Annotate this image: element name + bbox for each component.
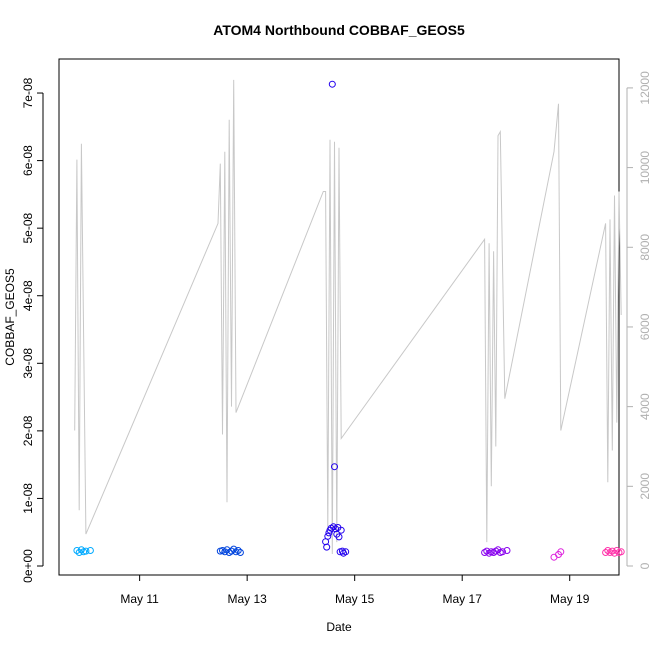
- right-tick-label: 0: [638, 562, 650, 569]
- scatter-point: [503, 547, 511, 554]
- scatter-point: [328, 80, 336, 88]
- scatter-point: [236, 549, 244, 556]
- x-tick-label: May 13: [227, 592, 267, 606]
- left-tick-label: 6e-08: [21, 145, 35, 176]
- right-tick-label: 2000: [638, 473, 650, 500]
- right-tick-label: 10000: [638, 151, 650, 185]
- chart-title: ATOM4 Northbound COBBAF_GEOS5: [213, 22, 465, 38]
- scatter-point: [331, 463, 338, 471]
- scatter-point: [337, 526, 345, 534]
- scatter-point: [234, 547, 242, 554]
- left-tick-label: 5e-08: [21, 212, 35, 243]
- x-axis-label: Date: [326, 620, 352, 634]
- scatter-point: [613, 547, 621, 554]
- scatter-point: [324, 532, 332, 540]
- right-tick-label: 6000: [638, 313, 650, 340]
- scatter-point: [77, 546, 85, 554]
- scatter-points-layer: [73, 80, 625, 561]
- scatter-point: [550, 553, 558, 561]
- scatter-point: [608, 547, 616, 555]
- scatter-point: [73, 547, 81, 554]
- left-tick-label: 4e-08: [21, 280, 35, 311]
- gray-line-series: [74, 79, 622, 555]
- right-y-axis: 0 2000 4000 6000 8000 10000 12000: [626, 71, 650, 569]
- right-tick-label: 12000: [638, 71, 650, 105]
- scatter-point: [499, 548, 506, 556]
- scatter-point: [557, 548, 565, 556]
- scatter-point: [617, 548, 625, 556]
- x-tick-label: May 15: [335, 592, 375, 606]
- left-tick-label: 2e-08: [21, 415, 35, 446]
- left-tick-label: 0e+00: [21, 549, 35, 583]
- scatter-point: [329, 523, 337, 531]
- scatter-point: [335, 533, 343, 541]
- y-axis-label: COBBAF_GEOS5: [3, 268, 17, 366]
- right-tick-label: 8000: [638, 234, 650, 261]
- scatter-point: [221, 548, 229, 556]
- x-tick-label: May 11: [120, 592, 159, 606]
- left-tick-label: 1e-08: [21, 483, 35, 514]
- scatter-point: [342, 548, 350, 556]
- scatter-point: [483, 547, 491, 555]
- right-tick-label: 4000: [638, 393, 650, 420]
- plot-frame: [58, 58, 620, 576]
- x-tick-label: May 19: [550, 592, 590, 606]
- scatter-point: [602, 549, 610, 556]
- left-tick-label: 3e-08: [21, 348, 35, 379]
- left-y-axis: 0e+00 1e-08 2e-08 3e-08 4e-08 5e-08 6e-08 7e-08: [21, 77, 44, 583]
- x-tick-label: May 17: [443, 592, 483, 606]
- scatter-point: [82, 547, 90, 555]
- x-axis: May 11 May 13 May 15 May 17 May 19: [120, 574, 590, 606]
- line-series-layer: [74, 79, 622, 555]
- left-tick-label: 7e-08: [21, 77, 35, 108]
- scatter-point: [323, 543, 331, 551]
- scatter-point: [228, 547, 235, 555]
- scatter-point: [604, 547, 612, 554]
- scatter-point: [86, 547, 94, 554]
